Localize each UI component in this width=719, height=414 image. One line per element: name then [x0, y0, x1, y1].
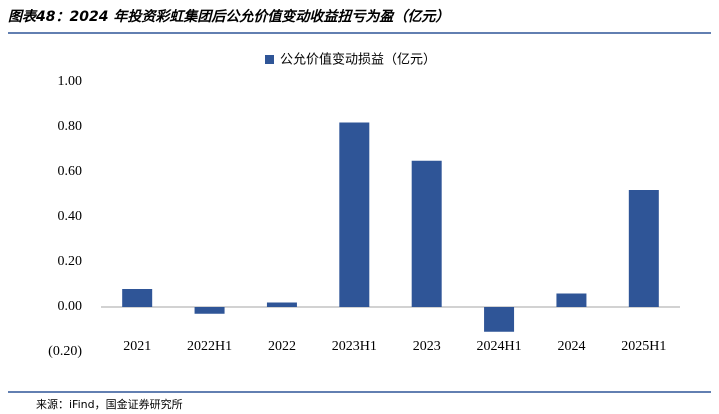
source: 来源：iFind，国金证券研究所: [36, 397, 183, 411]
y-tick-label: 0.00: [58, 299, 83, 314]
x-tick-label: 2023H1: [332, 339, 377, 354]
bar: [484, 307, 515, 332]
bar: [339, 122, 370, 307]
bar: [266, 302, 297, 307]
y-tick-label: 0.40: [58, 209, 83, 224]
bar: [628, 190, 659, 307]
legend-label: 公允价值变动损益（亿元）: [280, 52, 436, 68]
y-tick-label: 0.20: [58, 254, 83, 269]
x-tick-label: 2023: [413, 339, 441, 354]
bar: [411, 160, 442, 307]
chart-title: 图表48：2024 年投资彩虹集团后公允价值变动收益扭亏为盈（亿元）: [8, 8, 449, 25]
x-tick-label: 2021: [123, 339, 151, 354]
x-tick-label: 2022: [268, 339, 296, 354]
x-tick-label: 2022H1: [187, 339, 232, 354]
y-tick-label: 1.00: [58, 74, 83, 89]
bar: [556, 293, 587, 307]
x-tick-label: 2025H1: [621, 339, 666, 354]
y-tick-label: 0.60: [58, 164, 83, 179]
y-tick-label: (0.20): [48, 344, 82, 359]
legend-swatch: [265, 55, 274, 64]
bar: [122, 289, 153, 307]
x-tick-label: 2024: [557, 339, 585, 354]
bar: [194, 307, 225, 314]
y-tick-label: 0.80: [58, 119, 83, 134]
x-tick-label: 2024H1: [477, 339, 522, 354]
